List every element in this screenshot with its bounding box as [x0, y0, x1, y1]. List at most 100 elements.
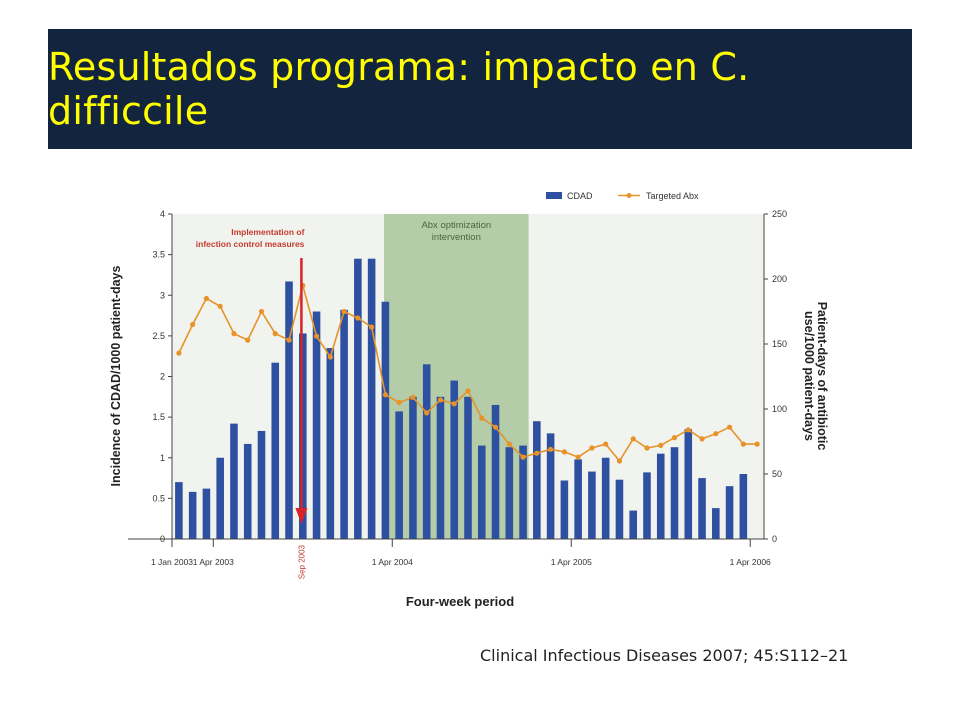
cdad-bar	[656, 453, 665, 539]
cdad-bar	[533, 421, 541, 539]
abx-point	[410, 394, 416, 400]
cdad-bar	[285, 281, 293, 539]
cdad-bar	[422, 364, 431, 539]
y-tick-label: 0	[160, 534, 165, 544]
abx-point	[313, 333, 320, 339]
y-tick-label: 1.5	[152, 412, 165, 422]
legend-line-label: Targeted Abx	[646, 191, 699, 201]
cdad-bar	[409, 396, 417, 539]
implementation-label-line-1: Implementation of	[231, 227, 304, 237]
abx-point	[231, 331, 237, 337]
cdad-bar	[601, 457, 610, 539]
abx-point	[369, 324, 375, 330]
left-y-axis-label: Incidence of CDAD/1000 patient-days	[109, 266, 123, 487]
cdad-bar	[643, 472, 651, 539]
abx-point	[726, 424, 733, 430]
cdad-bar	[230, 423, 238, 539]
x-ticks: 1 Jan 2003 1 Apr 2003 1 Apr 2004 1 Apr 2005…	[151, 539, 771, 567]
y-tick-label: 3	[160, 290, 165, 300]
abx-point	[437, 397, 444, 403]
cdad-bar	[629, 510, 637, 539]
left-y-ticks: 0 0.5 1 1.5 2 2.5 3 3.5 4	[152, 209, 172, 544]
cdad-bar	[464, 396, 472, 539]
y2-tick-label: 250	[772, 209, 787, 219]
cdad-bar	[615, 479, 624, 539]
abx-point	[258, 308, 265, 315]
abx-point	[355, 315, 361, 321]
x-tick-label: 1 Apr 2003	[193, 557, 234, 567]
band-label-line-1: Abx optimization	[421, 220, 491, 231]
abx-point	[740, 441, 746, 447]
implementation-arrow-head	[295, 508, 308, 524]
cdad-bar	[477, 445, 486, 539]
abx-point	[272, 331, 278, 337]
legend-bar-label: CDAD	[567, 191, 593, 201]
abx-point	[245, 337, 251, 343]
cdad-bar	[546, 433, 555, 539]
x-tick-label: 1 Apr 2005	[551, 557, 592, 567]
legend-line-marker	[626, 193, 632, 198]
abx-point	[575, 454, 581, 460]
cdad-bar	[312, 311, 321, 539]
cdad-bar	[367, 258, 376, 539]
right-y-axis-label-line-1: Patient-days of antibiotic	[815, 302, 829, 451]
cdad-bar	[340, 309, 348, 539]
y-tick-label: 2.5	[152, 331, 165, 341]
cdad-bar	[202, 488, 211, 539]
cdad-bar	[395, 411, 403, 539]
cdad-bar	[505, 447, 514, 539]
abx-point	[616, 458, 623, 464]
abx-point	[603, 441, 609, 447]
abx-point	[589, 445, 595, 451]
sep-2003-label: Sep 2003	[297, 544, 306, 579]
y2-tick-label: 50	[772, 469, 782, 479]
abx-point	[451, 401, 457, 407]
cdad-bar	[271, 362, 280, 539]
band-label-line-2: intervention	[432, 232, 481, 243]
abx-point	[203, 295, 210, 302]
abx-point	[396, 399, 402, 406]
cdad-bar	[436, 396, 445, 539]
y-tick-label: 0.5	[152, 493, 165, 503]
bar-series	[175, 258, 748, 539]
chart-container: 0 0.5 1 1.5 2 2.5 3 3.5 4 0 50 100 150 200 250 1 Jan …	[100, 180, 860, 620]
cdad-bar	[188, 491, 197, 539]
abx-point	[217, 303, 223, 309]
abx-point	[713, 431, 719, 437]
cdad-bar	[670, 447, 679, 539]
abx-point	[644, 445, 650, 451]
cdad-bar	[574, 459, 582, 539]
y-tick-label: 4	[160, 209, 165, 219]
abx-point	[630, 436, 636, 442]
cdad-bar	[712, 508, 720, 539]
y2-tick-label: 200	[772, 274, 787, 284]
implementation-label-line-2: infection control measures	[196, 239, 305, 249]
abx-point	[492, 424, 499, 430]
cdad-bar	[326, 348, 335, 539]
abx-point	[754, 441, 760, 447]
y2-tick-label: 0	[772, 534, 777, 544]
abx-point	[327, 354, 333, 360]
abx-point	[190, 321, 196, 328]
title-bar: Resultados programa: impacto en C. diffi…	[48, 29, 912, 149]
abx-point	[382, 392, 388, 398]
cdad-bar	[243, 443, 252, 539]
abx-point	[176, 350, 182, 356]
abx-point	[506, 441, 512, 447]
cdad-bar	[450, 380, 459, 539]
cdad-chart: 0 0.5 1 1.5 2 2.5 3 3.5 4 0 50 100 150 200 250 1 Jan …	[109, 191, 829, 609]
abx-point	[685, 427, 691, 433]
x-tick-label: 1 Apr 2004	[372, 557, 413, 567]
legend-bar-swatch	[546, 192, 562, 199]
abx-point	[479, 415, 485, 421]
legend: CDAD Targeted Abx	[546, 191, 699, 201]
abx-point	[699, 436, 705, 442]
cdad-bar	[299, 333, 307, 539]
cdad-bar	[491, 404, 500, 539]
abx-point	[658, 442, 664, 448]
targeted-abx-markers	[176, 282, 760, 464]
y-tick-label: 2	[160, 372, 165, 382]
abx-point	[520, 454, 526, 460]
citation: Clinical Infectious Diseases 2007; 45:S1…	[480, 646, 849, 665]
cdad-bar	[381, 301, 390, 539]
